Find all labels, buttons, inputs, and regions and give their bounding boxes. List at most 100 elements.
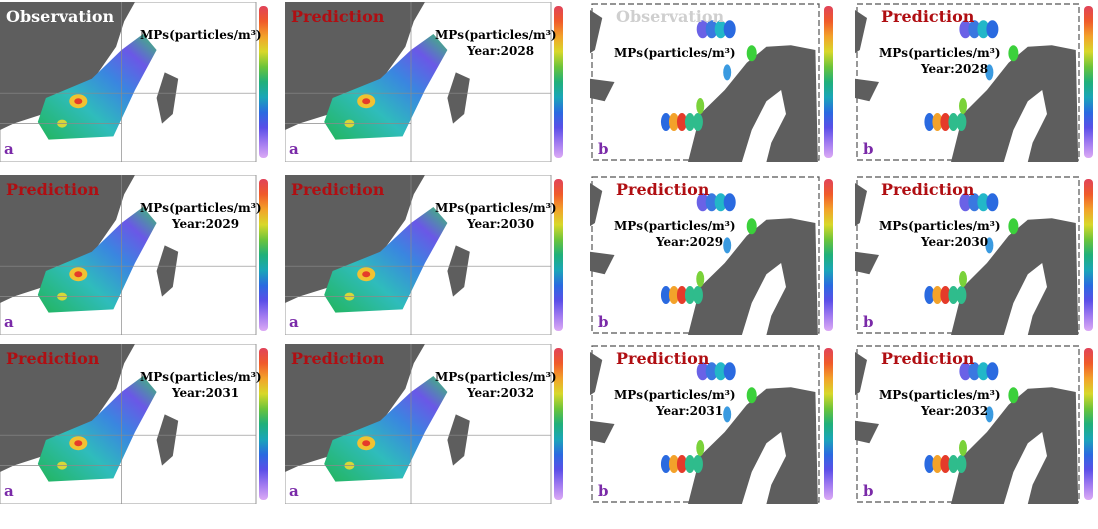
- sample-ellipse: [940, 286, 951, 304]
- year-label: Year:2031: [172, 386, 240, 400]
- colorbar: [824, 348, 833, 500]
- units-label: MPs(particles/m³): [435, 201, 557, 215]
- sample-ellipse: [696, 20, 709, 39]
- sample-ellipse: [723, 193, 736, 212]
- baltic-sea-shape: [741, 90, 786, 162]
- sample-ellipse: [684, 113, 695, 131]
- year-label: Year:2030: [921, 235, 989, 249]
- sample-ellipse: [723, 237, 732, 254]
- baltic-sea-shape: [1003, 90, 1047, 162]
- units-label: MPs(particles/m³): [614, 388, 736, 402]
- sample-ellipse: [977, 193, 990, 212]
- sample-ellipse: [956, 286, 967, 304]
- sample-ellipse: [746, 45, 757, 62]
- panel-letter: b: [863, 313, 874, 331]
- sample-ellipse: [696, 271, 705, 287]
- sample-ellipse: [714, 20, 727, 39]
- sample-ellipse: [746, 218, 757, 235]
- sample-ellipse: [696, 362, 709, 381]
- map-panel: Prediction MPs(particles/m³) Year:2032 a: [285, 344, 565, 504]
- year-label: Year:2032: [467, 386, 535, 400]
- hotspot-core: [74, 98, 83, 105]
- map-panel: Prediction MPs(particles/m³) Year:2032 b: [855, 344, 1095, 504]
- units-label: MPs(particles/m³): [140, 201, 262, 215]
- colorbar: [259, 348, 268, 500]
- map-panel: Prediction MPs(particles/m³) Year:2030 b: [855, 175, 1095, 335]
- sample-ellipse: [986, 193, 999, 212]
- sample-ellipse: [948, 113, 959, 131]
- sample-ellipse: [968, 193, 981, 212]
- hotspot-core: [74, 440, 83, 447]
- scandinavia-land-shape: [688, 45, 818, 162]
- map-graphic: [285, 344, 552, 504]
- panel-letter: a: [4, 140, 14, 158]
- sample-ellipse: [985, 237, 994, 254]
- sample-ellipse: [705, 193, 718, 212]
- mp-concentration-field: [324, 34, 448, 140]
- iceland-land-shape: [855, 420, 879, 444]
- sample-ellipse: [723, 406, 732, 423]
- prediction-title: Prediction: [291, 7, 385, 26]
- sample-ellipse: [924, 455, 935, 473]
- sample-ellipse: [660, 286, 671, 304]
- sample-ellipse: [1008, 45, 1019, 62]
- sample-ellipse: [746, 387, 757, 404]
- sample-ellipse: [956, 455, 967, 473]
- map-graphic: [285, 2, 552, 162]
- sample-ellipse: [977, 362, 990, 381]
- mainland-land-shape: [285, 2, 425, 130]
- year-label: Year:2029: [656, 235, 724, 249]
- panel-letter: a: [289, 140, 299, 158]
- units-label: MPs(particles/m³): [879, 388, 1001, 402]
- mp-concentration-field: [37, 376, 157, 482]
- sample-ellipse: [956, 113, 967, 131]
- map-graphic: [590, 176, 820, 335]
- baltic-sea-shape: [1003, 263, 1047, 335]
- scandinavia-land-shape: [951, 387, 1079, 504]
- hotspot-core: [362, 98, 371, 105]
- sample-ellipse: [986, 362, 999, 381]
- map-panel: Prediction MPs(particles/m³) Year:2031 b: [590, 344, 835, 504]
- units-label: MPs(particles/m³): [614, 46, 736, 60]
- sample-ellipse: [676, 113, 687, 131]
- iceland-land-shape: [590, 251, 615, 275]
- colorbar: [554, 179, 563, 331]
- sample-ellipse: [985, 64, 994, 81]
- map-panel: Prediction MPs(particles/m³) Year:2028 a: [285, 2, 565, 162]
- baltic-sea-shape: [1003, 432, 1047, 504]
- map-graphic: [855, 3, 1080, 162]
- map-panel: Prediction MPs(particles/m³) Year:2030 a: [285, 175, 565, 335]
- greenland-land-shape: [590, 352, 603, 396]
- sample-ellipse: [676, 455, 687, 473]
- sample-ellipse: [696, 193, 709, 212]
- year-label: Year:2029: [172, 217, 240, 231]
- sample-ellipse: [660, 455, 671, 473]
- iceland-land-shape: [590, 78, 615, 102]
- colorbar: [824, 6, 833, 158]
- iceland-land-shape: [855, 251, 879, 275]
- sample-ellipse: [940, 455, 951, 473]
- units-label: MPs(particles/m³): [435, 28, 557, 42]
- map-panel: Prediction MPs(particles/m³) Year:2029 b: [590, 175, 835, 335]
- panel-letter: a: [4, 482, 14, 500]
- prediction-title: Prediction: [6, 180, 100, 199]
- greenland-land-shape: [855, 183, 867, 227]
- sample-ellipse: [668, 113, 679, 131]
- sample-ellipse: [959, 193, 972, 212]
- prediction-title: Prediction: [6, 349, 100, 368]
- units-label: MPs(particles/m³): [614, 219, 736, 233]
- map-graphic: [590, 3, 820, 162]
- sample-ellipse: [932, 455, 943, 473]
- panel-letter: b: [598, 313, 609, 331]
- sample-ellipse: [959, 271, 967, 287]
- year-label: Year:2028: [921, 62, 989, 76]
- panel-letter: a: [289, 482, 299, 500]
- mainland-land-shape: [285, 344, 425, 472]
- sample-ellipse: [959, 20, 972, 39]
- prediction-title: Prediction: [291, 180, 385, 199]
- colorbar: [259, 6, 268, 158]
- sample-ellipse: [940, 113, 951, 131]
- greenland-land-shape: [855, 352, 867, 396]
- map-graphic: [0, 344, 257, 504]
- panel-letter: b: [863, 482, 874, 500]
